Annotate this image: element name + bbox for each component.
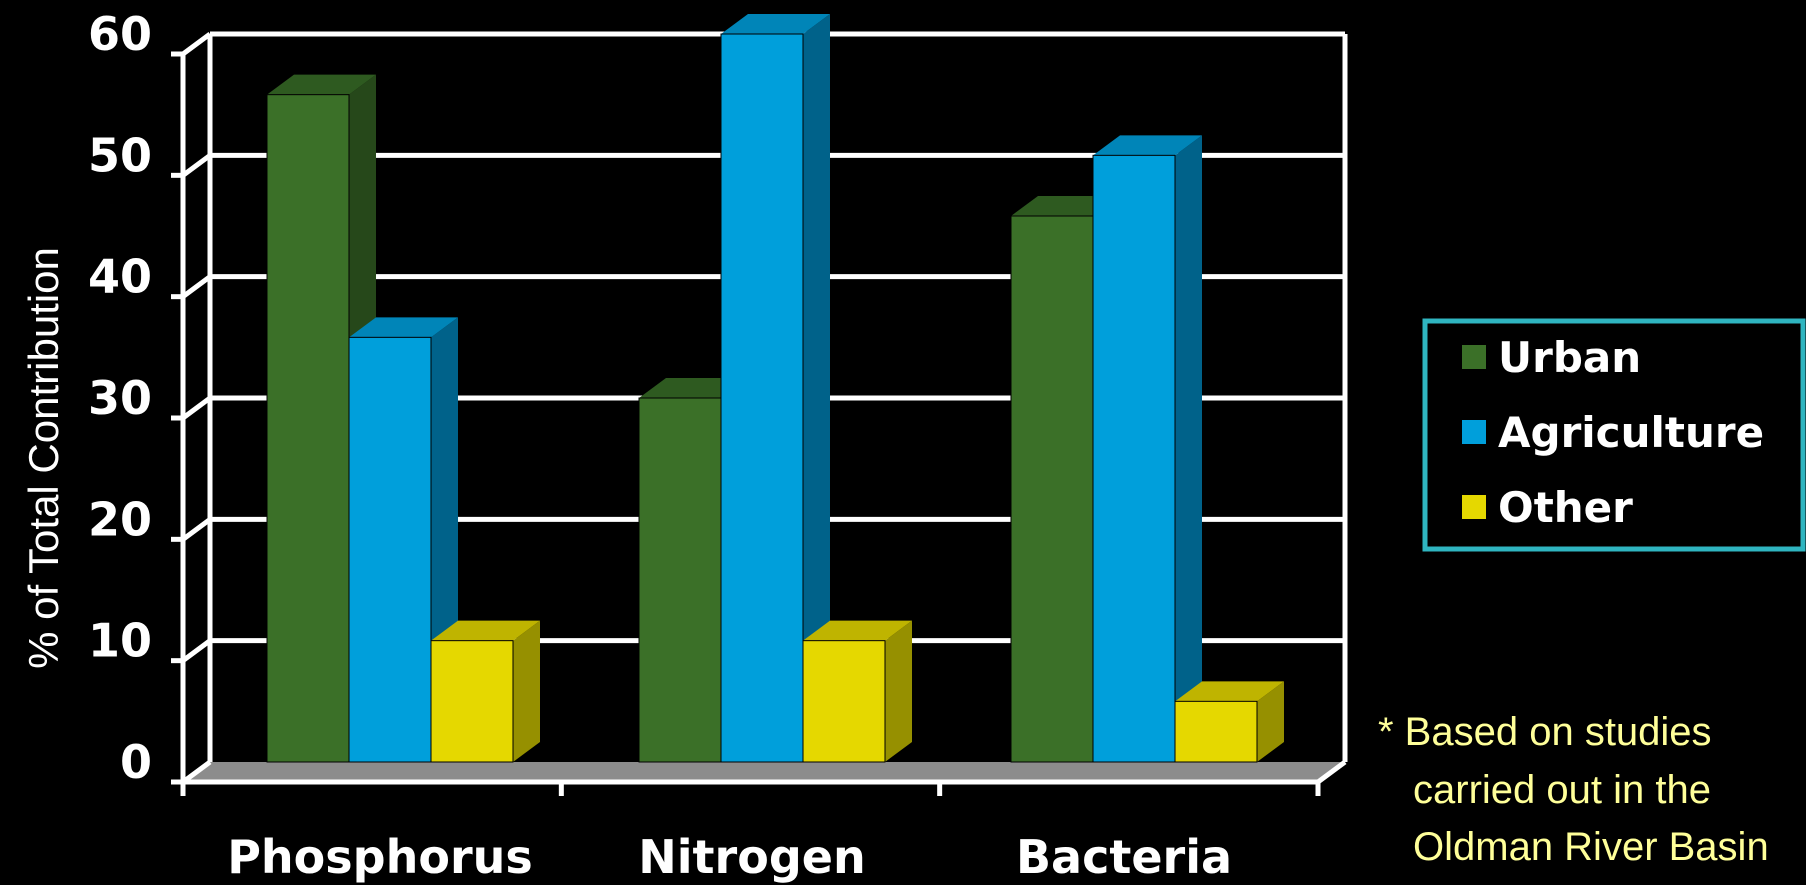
bar-front xyxy=(1092,154,1176,763)
bar-side xyxy=(1257,681,1284,762)
bar-front xyxy=(266,94,350,763)
legend-swatch xyxy=(1460,343,1488,371)
bar-side xyxy=(1175,135,1202,763)
footnote-line-2: carried out in the xyxy=(1413,768,1711,812)
bar-top xyxy=(431,620,540,641)
bar-front xyxy=(720,33,804,763)
wall-diagonal xyxy=(181,274,212,299)
wall-diagonal xyxy=(181,517,212,542)
bar-other-phosphorus xyxy=(430,620,540,763)
bar-agriculture-bacteria xyxy=(1092,135,1202,763)
legend-border xyxy=(1422,318,1806,552)
y-tick-label: 30 xyxy=(88,371,152,425)
legend-label: Urban xyxy=(1498,333,1641,382)
bar-other-bacteria xyxy=(1174,681,1284,763)
bar-side xyxy=(885,620,912,762)
wall-diagonal xyxy=(181,153,212,178)
bar-front xyxy=(1010,215,1094,763)
bar-top xyxy=(349,317,458,338)
bar-top xyxy=(1175,681,1284,702)
bar-front xyxy=(1174,700,1258,763)
legend-swatch xyxy=(1460,493,1488,521)
footnote: * Based on studies carried out in the Ol… xyxy=(1378,710,1769,869)
bar-front xyxy=(430,640,514,763)
legend: Urban Agriculture Other xyxy=(1422,318,1806,552)
bar-top xyxy=(1093,135,1202,156)
legend-label: Other xyxy=(1498,483,1633,532)
category-label: Bacteria xyxy=(1016,830,1232,884)
bar-front xyxy=(802,640,886,763)
y-tick-label: 20 xyxy=(88,492,152,546)
y-tick-label: 40 xyxy=(88,250,152,304)
wall-diagonal xyxy=(181,31,212,57)
y-axis-title: % of Total Contribution xyxy=(20,247,67,669)
bar-top xyxy=(267,74,376,95)
bar-front xyxy=(348,336,432,763)
y-tick-label: 50 xyxy=(88,128,152,182)
bar-side xyxy=(803,14,830,762)
category-labels: Phosphorus Nitrogen Bacteria xyxy=(227,830,1232,884)
category-label: Phosphorus xyxy=(227,830,533,884)
floor-plane xyxy=(183,762,1345,782)
floor-right-edge xyxy=(1316,759,1347,785)
bar-agriculture-nitrogen xyxy=(720,14,830,763)
bar-front xyxy=(638,397,722,763)
y-tick-label: 10 xyxy=(88,614,152,668)
y-tick-labels: 0 10 20 30 40 50 60 xyxy=(88,7,152,789)
bar-side xyxy=(513,620,540,762)
bars xyxy=(266,14,1284,763)
legend-swatch xyxy=(1460,418,1488,446)
footnote-line-3: Oldman River Basin xyxy=(1413,825,1769,869)
y-tick-label: 60 xyxy=(88,7,152,61)
category-label: Nitrogen xyxy=(638,830,865,884)
wall-diagonal xyxy=(181,638,212,663)
legend-label: Agriculture xyxy=(1498,408,1764,457)
wall-diagonal xyxy=(181,759,212,785)
wall-diagonal xyxy=(181,395,212,421)
chart-floor xyxy=(183,762,1345,782)
bar-top xyxy=(721,14,830,34)
bar-top xyxy=(803,620,912,641)
y-tick-label: 0 xyxy=(120,735,152,789)
axes xyxy=(171,51,1347,796)
footnote-line-1: * Based on studies xyxy=(1378,710,1712,754)
bar-other-nitrogen xyxy=(802,620,912,763)
